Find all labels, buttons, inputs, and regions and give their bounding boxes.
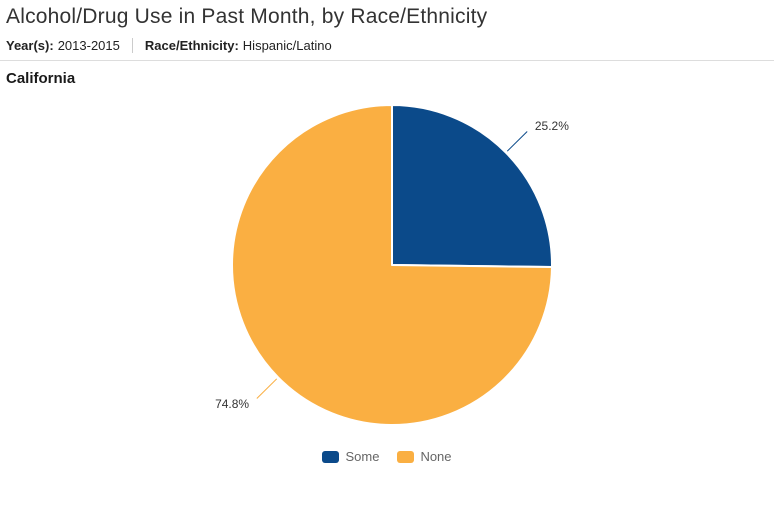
legend: Some None xyxy=(0,449,774,464)
legend-label-none: None xyxy=(420,449,452,464)
legend-label-some: Some xyxy=(345,449,380,464)
filter-race-value: Hispanic/Latino xyxy=(242,38,332,53)
header-divider xyxy=(0,60,774,61)
filter-race: Race/Ethnicity: Hispanic/Latino xyxy=(145,38,332,53)
state-heading: California xyxy=(6,70,76,87)
filter-years-label: Year(s): xyxy=(6,38,54,53)
legend-swatch-none xyxy=(397,450,415,463)
filter-years-value: 2013-2015 xyxy=(57,38,120,53)
legend-swatch-some xyxy=(322,450,340,463)
pie-slice-none[interactable] xyxy=(231,104,553,426)
filter-years: Year(s): 2013-2015 xyxy=(6,38,120,53)
pie-slice-some[interactable] xyxy=(391,104,553,269)
data-label-none: 74.8% xyxy=(215,397,249,411)
report-header: Alcohol/Drug Use in Past Month, by Race/… xyxy=(0,0,774,60)
pie-svg: 25.2% 74.8% xyxy=(215,104,569,426)
pie-chart: 25.2% 74.8% Some None xyxy=(0,87,774,464)
filter-separator xyxy=(131,38,133,53)
legend-item-none[interactable]: None xyxy=(397,449,452,464)
label-connector-some xyxy=(506,131,528,152)
legend-item-some[interactable]: Some xyxy=(322,449,379,464)
data-label-some: 25.2% xyxy=(535,119,569,133)
page-title: Alcohol/Drug Use in Past Month, by Race/… xyxy=(6,5,488,28)
label-connector-none xyxy=(256,378,278,399)
filter-bar: Year(s): 2013-2015 Race/Ethnicity: Hispani… xyxy=(6,38,768,60)
filter-race-label: Race/Ethnicity: xyxy=(144,38,239,53)
